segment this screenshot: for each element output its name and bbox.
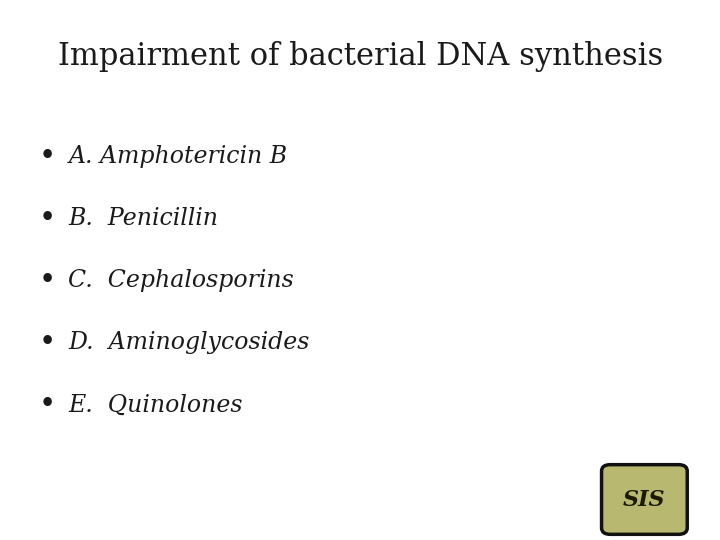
- Text: D.  Aminoglycosides: D. Aminoglycosides: [68, 332, 310, 354]
- Text: B.  Penicillin: B. Penicillin: [68, 207, 218, 230]
- Text: SIS: SIS: [623, 489, 666, 510]
- Text: C.  Cephalosporins: C. Cephalosporins: [68, 269, 294, 292]
- Text: •: •: [38, 205, 55, 233]
- Text: •: •: [38, 267, 55, 295]
- Text: E.  Quinolones: E. Quinolones: [68, 394, 243, 416]
- Text: •: •: [38, 143, 55, 171]
- Text: •: •: [38, 391, 55, 419]
- Text: Impairment of bacterial DNA synthesis: Impairment of bacterial DNA synthesis: [58, 41, 663, 72]
- Text: •: •: [38, 329, 55, 357]
- Text: A. Amphotericin B: A. Amphotericin B: [68, 145, 287, 168]
- FancyBboxPatch shape: [602, 464, 687, 535]
